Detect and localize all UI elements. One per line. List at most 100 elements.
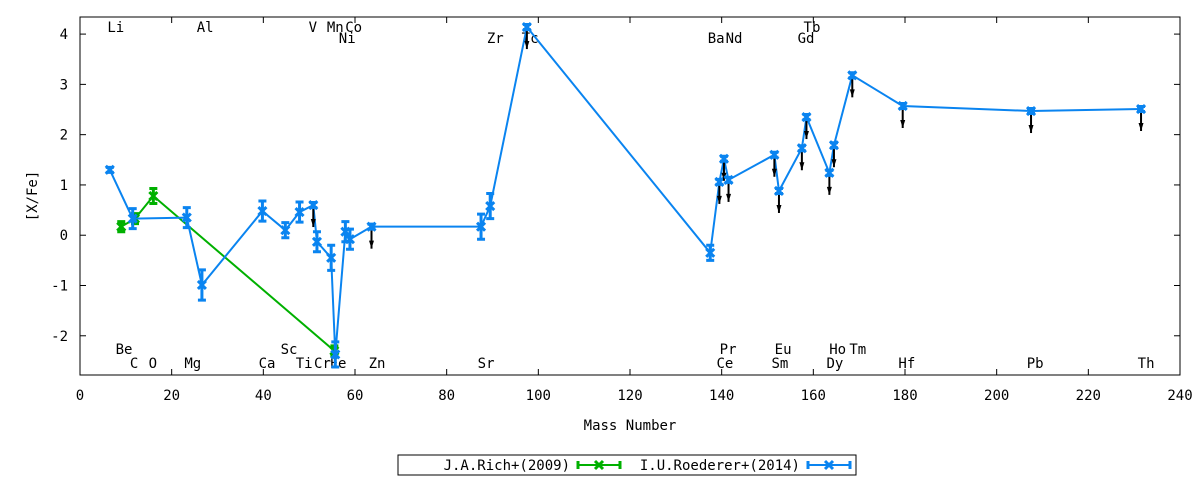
arrow-head — [849, 89, 855, 98]
element-label: V — [309, 20, 318, 36]
element-label: Eu — [775, 342, 792, 358]
element-label: Al — [197, 20, 214, 36]
element-label: Ce — [716, 356, 733, 372]
element-label: Sr — [478, 356, 495, 372]
data-point — [847, 70, 858, 81]
element-label: Ti — [296, 356, 313, 372]
arrow-head — [1138, 123, 1144, 132]
data-point — [824, 167, 835, 178]
data-point — [521, 21, 532, 33]
data-point — [1025, 105, 1037, 117]
data-point — [718, 153, 730, 164]
x-tick-label: 40 — [255, 388, 272, 404]
arrow-head — [771, 168, 777, 177]
element-label: Gd — [798, 31, 815, 47]
data-point — [714, 176, 725, 187]
element-label: Hf — [898, 356, 915, 372]
element-label: O — [149, 356, 157, 372]
data-point — [181, 212, 192, 223]
y-tick-label: 1 — [60, 178, 68, 194]
arrow-head — [803, 131, 809, 140]
element-label: Ca — [259, 356, 276, 372]
arrow-head — [716, 195, 722, 204]
arrow-head — [799, 162, 805, 171]
legend-label: I.U.Roederer+(2014) — [640, 458, 800, 474]
data-point — [475, 221, 487, 232]
element-label: Mn — [327, 20, 344, 36]
y-tick-label: 3 — [60, 77, 68, 93]
data-point — [294, 207, 305, 218]
element-label: Nd — [726, 31, 743, 47]
data-point — [897, 100, 908, 112]
plot-frame — [79, 16, 1181, 376]
element-label: Dy — [826, 356, 843, 372]
data-point — [769, 149, 780, 160]
y-tick-label: 2 — [60, 128, 68, 144]
data-point — [823, 459, 835, 471]
x-tick-label: 60 — [347, 388, 364, 404]
element-label: Th — [1138, 356, 1155, 372]
arrow-head — [726, 193, 732, 202]
x-tick-label: 120 — [617, 388, 642, 404]
data-point — [366, 221, 377, 232]
legend-box — [397, 454, 857, 476]
data-point — [308, 199, 319, 211]
arrow-head — [1028, 125, 1034, 134]
y-tick-label: -1 — [51, 279, 68, 295]
arrow-head — [826, 186, 832, 195]
data-point — [148, 190, 159, 202]
data-point — [326, 252, 337, 263]
y-axis-label: [X/Fe] — [25, 171, 41, 222]
data-point — [705, 247, 716, 258]
legend-errorbar — [576, 461, 622, 469]
x-tick-label: 80 — [438, 388, 455, 404]
data-point — [593, 459, 605, 471]
x-tick-label: 0 — [76, 388, 84, 404]
data-point — [280, 225, 291, 236]
element-label: Ho — [829, 342, 846, 358]
legend-label: J.A.Rich+(2009) — [444, 458, 570, 474]
element-label: Tm — [849, 342, 866, 358]
data-point — [311, 236, 323, 247]
element-label: Pb — [1027, 356, 1044, 372]
x-tick-label: 140 — [709, 388, 734, 404]
x-tick-label: 160 — [801, 388, 826, 404]
element-label: Li — [107, 20, 124, 36]
series-line-0 — [120, 194, 336, 352]
series-line-1 — [108, 24, 1142, 355]
x-tick-label: 240 — [1167, 388, 1192, 404]
arrow-head — [900, 119, 906, 128]
element-label: Cr — [314, 356, 331, 372]
x-tick-label: 220 — [1076, 388, 1101, 404]
data-point — [485, 200, 496, 212]
data-point — [828, 140, 840, 151]
element-label: C — [130, 356, 138, 372]
element-label: Pr — [720, 342, 737, 358]
x-tick-label: 20 — [163, 388, 180, 404]
y-tick-label: 0 — [60, 228, 68, 244]
arrow-head — [524, 41, 530, 50]
arrow-head — [310, 219, 316, 228]
element-label: Co — [345, 20, 362, 36]
element-label: Zn — [369, 356, 386, 372]
legend-errorbar — [806, 461, 852, 469]
element-label: Be — [116, 342, 133, 358]
data-point — [344, 234, 356, 245]
x-tick-label: 180 — [892, 388, 917, 404]
element-label: Ni — [339, 31, 356, 47]
element-label: Sc — [281, 342, 298, 358]
arrow-head — [776, 204, 782, 213]
element-label: Tb — [804, 20, 821, 36]
arrow-head — [369, 240, 374, 249]
data-point — [801, 111, 812, 123]
y-tick-label: 4 — [60, 27, 68, 43]
element-label: Sm — [771, 356, 788, 372]
data-point — [1135, 103, 1147, 115]
x-tick-label: 200 — [984, 388, 1009, 404]
data-point — [257, 206, 268, 217]
data-point — [330, 349, 341, 360]
y-tick-label: -2 — [51, 329, 68, 345]
x-tick-label: 100 — [526, 388, 551, 404]
